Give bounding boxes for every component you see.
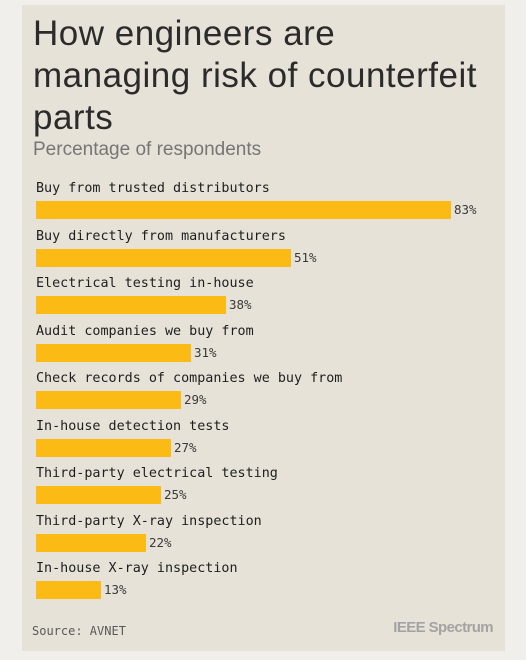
bar-label: Electrical testing in-house <box>36 276 254 291</box>
bar <box>36 296 226 314</box>
bar <box>36 438 171 457</box>
bar <box>36 533 146 552</box>
bar <box>36 343 191 362</box>
bar-row: Third-party electrical testing 25% <box>22 466 505 510</box>
bar <box>36 201 451 219</box>
ieee-spectrum-logo: IEEE Spectrum <box>393 619 493 636</box>
source-note: Source: AVNET <box>32 624 126 638</box>
bar-label: In-house detection tests <box>36 418 230 434</box>
bar-row: Electrical testing in-house 38% <box>22 276 505 320</box>
bar <box>36 486 161 504</box>
bar-value-label: 13% <box>104 582 127 597</box>
bar-row: Buy directly from manufacturers 51% <box>22 229 505 273</box>
bar-value-label: 22% <box>149 534 172 550</box>
bar-row: Third-party X-ray inspection 22% <box>22 514 505 558</box>
bar <box>36 248 291 267</box>
chart-title: How engineers are managing risk of count… <box>33 14 477 137</box>
bar-value-label: 29% <box>184 392 207 407</box>
bar-row: Check records of companies we buy from 29… <box>22 371 505 415</box>
bar-row: In-house X-ray inspection 13% <box>22 561 505 605</box>
bar <box>36 581 101 599</box>
bar-row: In-house detection tests 27% <box>22 419 505 463</box>
bar-value-label: 83% <box>454 202 477 217</box>
bar-chart: Buy from trusted distributors 83% Buy dire… <box>22 181 505 611</box>
bar-value-label: 51% <box>294 249 317 265</box>
bar-value-label: 27% <box>174 439 197 455</box>
bar-label: Third-party X-ray inspection <box>36 513 262 529</box>
bar-value-label: 38% <box>229 297 252 312</box>
chart-subtitle: Percentage of respondents <box>33 139 262 160</box>
bar-value-label: 25% <box>164 487 187 502</box>
bar-row: Audit companies we buy from 31% <box>22 324 505 368</box>
bar-label: Third-party electrical testing <box>36 466 278 481</box>
bar-value-label: 31% <box>194 344 217 360</box>
bar-label: Audit companies we buy from <box>36 323 254 339</box>
bar-label: Buy directly from manufacturers <box>36 228 286 244</box>
bar-label: Check records of companies we buy from <box>36 371 343 386</box>
bar <box>36 391 181 409</box>
bar-label: In-house X-ray inspection <box>36 561 238 576</box>
bar-label: Buy from trusted distributors <box>36 181 270 196</box>
chart-card: How engineers are managing risk of count… <box>22 5 505 651</box>
bar-row: Buy from trusted distributors 83% <box>22 181 505 225</box>
